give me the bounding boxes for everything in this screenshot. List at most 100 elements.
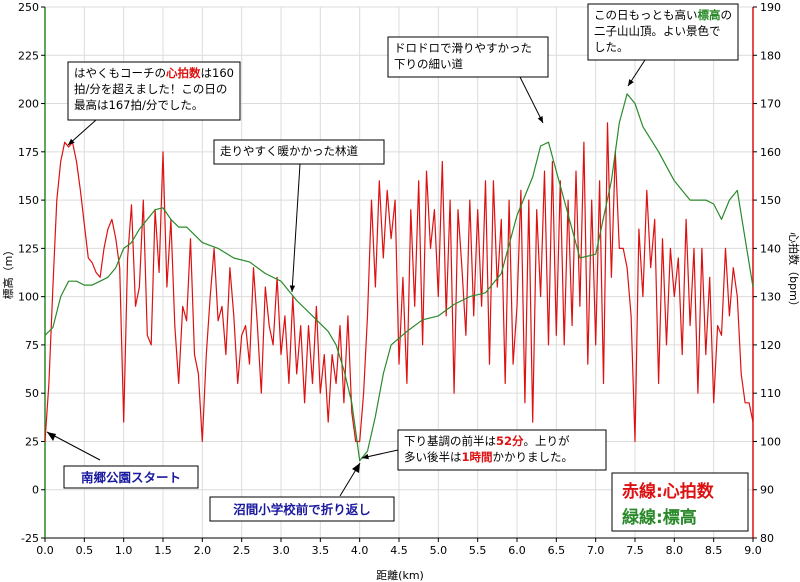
- annotation-peak-heart-arrowhead: [68, 138, 75, 145]
- right-tick-label: 150: [760, 194, 781, 207]
- turnaround-label-box: [209, 496, 395, 522]
- x-tick-label: 3.0: [272, 544, 290, 557]
- left-tick-label: 250: [18, 1, 39, 14]
- annotation-peak-heart-text-line: はやくもコーチの心拍数は160: [74, 66, 234, 80]
- right-tick-label: 140: [760, 242, 781, 255]
- x-tick-label: 3.5: [312, 544, 330, 557]
- left-tick-label: 150: [18, 194, 39, 207]
- annotation-summit-text-segment: 標高: [698, 8, 721, 22]
- annotation-summit-text-segment: 二子山山頂。よい景色で: [594, 24, 721, 38]
- right-tick-label: 160: [760, 146, 781, 159]
- legend-box: [611, 472, 749, 532]
- annotation-muddy-path-text-line: ドロドロで滑りやすかった: [394, 41, 532, 55]
- annotation-peak-heart-text-segment: 心拍数: [166, 66, 201, 80]
- left-tick-label: 25: [25, 435, 39, 448]
- annotations-layer: はやくもコーチの心拍数は160 拍/分を超えました！この日の最高は167拍/分でし…: [46, 3, 749, 532]
- right-tick-label: 170: [760, 98, 781, 111]
- left-tick-label: 50: [25, 387, 39, 400]
- x-tick-label: 7.0: [587, 544, 605, 557]
- left-axis-title: 標高（m）: [1, 245, 15, 300]
- annotation-peak-heart-text-segment: 最高は167拍/分でした。: [74, 98, 203, 112]
- x-tick-label: 4.5: [390, 544, 408, 557]
- annotation-turnaround-note-box: [397, 429, 607, 471]
- annotation-forest-road-arrow-line: [291, 163, 301, 293]
- annotation-summit-text-segment: の: [721, 8, 733, 22]
- annotation-turnaround-note-arrowhead: [362, 453, 369, 460]
- annotation-peak-heart-text-segment: 拍/分を超えました！この日の: [74, 82, 227, 96]
- x-tick-label: 0.5: [76, 544, 94, 557]
- turnaround-label: 沼間小学校前で折り返し: [233, 502, 371, 517]
- x-tick-label: 7.5: [626, 544, 644, 557]
- right-tick-label: 100: [760, 435, 781, 448]
- annotation-forest-road-arrowhead: [289, 285, 296, 292]
- start-label-box: [63, 465, 199, 489]
- right-tick-label: 120: [760, 339, 781, 352]
- annotation-summit-arrowhead: [628, 79, 634, 86]
- annotation-turnaround-note-text-segment: 1時間: [462, 450, 493, 464]
- right-tick-label: 180: [760, 49, 781, 62]
- start-label-arrow-line: [46, 431, 101, 461]
- heart-rate-line: [44, 122, 754, 443]
- right-tick-label: 80: [760, 532, 774, 545]
- x-tick-label: 1.0: [115, 544, 133, 557]
- annotation-peak-heart-text-line: 拍/分を超えました！この日の: [74, 82, 227, 96]
- annotation-peak-heart-text-segment: は160: [201, 66, 234, 80]
- start-label-arrowhead: [47, 432, 56, 441]
- annotation-muddy-path-box: [387, 36, 549, 78]
- annotation-summit-text-line: した。: [594, 40, 629, 54]
- turnaround-label-arrowhead: [352, 463, 360, 473]
- series-layer: [44, 93, 754, 462]
- annotation-muddy-path-text-line: 下りの細い道: [394, 57, 463, 71]
- left-tick-label: 0: [32, 484, 39, 497]
- x-tick-label: 5.0: [430, 544, 448, 557]
- x-tick-label: 4.0: [351, 544, 369, 557]
- right-tick-label: 90: [760, 484, 774, 497]
- left-tick-label: 125: [18, 242, 39, 255]
- legend-elev-label: 緑線:標高: [622, 507, 697, 528]
- annotation-turnaround-note-text-segment: 多い後半は: [404, 450, 462, 464]
- x-tick-label: 9.0: [744, 544, 762, 557]
- left-tick-label: -25: [21, 532, 39, 545]
- annotation-turnaround-note-text-segment: かかりました。: [493, 450, 574, 464]
- x-axis-title: 距離(km): [376, 568, 424, 582]
- left-tick-label: 175: [18, 146, 39, 159]
- x-tick-label: 5.5: [469, 544, 487, 557]
- annotation-turnaround-note-text-line: 下り基調の前半は52分。上りが: [404, 434, 570, 448]
- right-tick-label: 110: [760, 387, 781, 400]
- x-tick-label: 6.0: [508, 544, 526, 557]
- annotation-muddy-path-arrowhead: [537, 116, 543, 123]
- left-tick-label: 225: [18, 49, 39, 62]
- annotation-summit-text-line: この日もっとも高い標高の: [594, 8, 732, 22]
- left-tick-label: 200: [18, 98, 39, 111]
- annotation-turnaround-note-text-segment: 52分: [496, 434, 524, 448]
- x-tick-label: 6.5: [548, 544, 566, 557]
- annotation-peak-heart-box: [67, 61, 241, 121]
- annotation-summit-text-segment: した。: [594, 40, 629, 54]
- annotation-peak-heart-text-segment: はやくもコーチの: [74, 66, 166, 80]
- annotation-summit-text-segment: この日もっとも高い: [594, 8, 698, 22]
- annotation-turnaround-note-text-segment: 。上りが: [524, 434, 570, 448]
- annotation-peak-heart-text-line: 最高は167拍/分でした。: [74, 98, 203, 112]
- x-tick-label: 8.0: [666, 544, 684, 557]
- legend-heart-label: 赤線:心拍数: [622, 481, 715, 502]
- right-tick-label: 130: [760, 291, 781, 304]
- annotation-turnaround-note-text-segment: 下り基調の前半は: [404, 434, 496, 448]
- x-tick-label: 0.0: [36, 544, 54, 557]
- right-tick-label: 190: [760, 1, 781, 14]
- annotation-turnaround-note-text-line: 多い後半は1時間かかりました。: [404, 450, 573, 464]
- annotation-muddy-path-arrow-line: [519, 76, 544, 124]
- left-tick-label: 100: [18, 291, 39, 304]
- annotation-muddy-path-text-segment: 下りの細い道: [394, 57, 463, 71]
- elevation-line: [44, 93, 754, 462]
- annotation-summit-text-line: 二子山山頂。よい景色で: [594, 24, 721, 38]
- left-tick-label: 75: [25, 339, 39, 352]
- start-label: 南郷公園スタート: [81, 470, 181, 485]
- x-tick-label: 2.5: [233, 544, 251, 557]
- annotation-forest-road-text-line: 走りやすく暖かかった林道: [220, 144, 358, 158]
- annotation-forest-road-box: [213, 139, 385, 165]
- annotation-muddy-path-text-segment: ドロドロで滑りやすかった: [394, 41, 532, 55]
- annotation-summit-box: [587, 3, 739, 61]
- x-tick-label: 1.5: [154, 544, 172, 557]
